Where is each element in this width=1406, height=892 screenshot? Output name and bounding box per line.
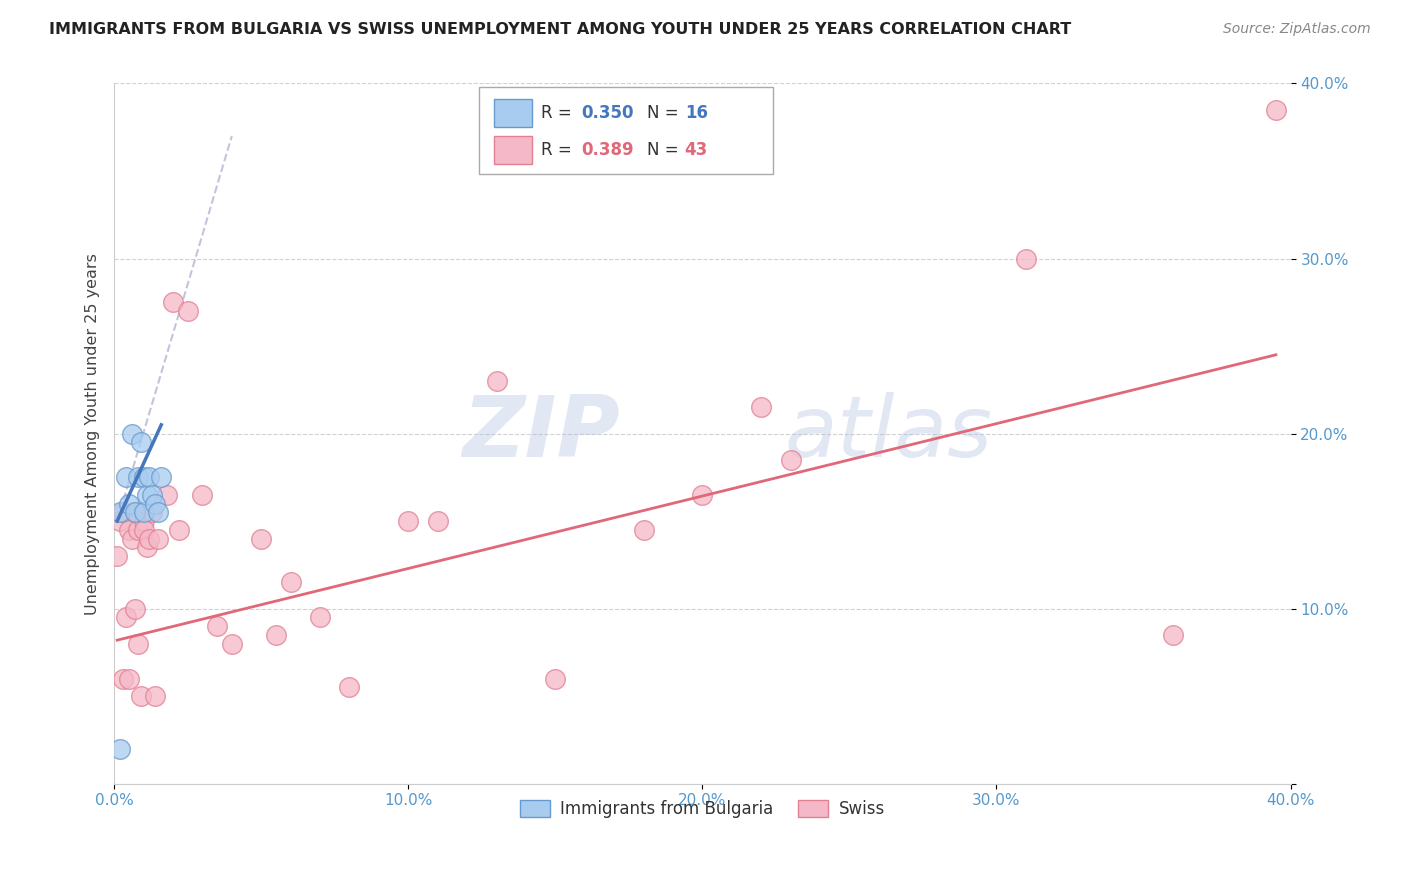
Y-axis label: Unemployment Among Youth under 25 years: Unemployment Among Youth under 25 years [86, 252, 100, 615]
Point [135, 488, 157, 502]
Point [779, 453, 801, 467]
Point [633, 523, 655, 537]
Text: 43: 43 [685, 141, 709, 159]
Point [118, 497, 141, 511]
Point [124, 505, 146, 519]
Point [150, 470, 173, 484]
Point [132, 470, 155, 484]
Point [426, 514, 449, 528]
Point [138, 470, 160, 484]
Text: ZIP: ZIP [463, 392, 620, 475]
Point [1161, 628, 1184, 642]
Point [121, 426, 143, 441]
Point [111, 672, 134, 686]
Point [138, 532, 160, 546]
Point [177, 304, 200, 318]
Point [105, 549, 128, 563]
Point [205, 619, 228, 633]
FancyBboxPatch shape [494, 99, 531, 127]
Point [1015, 252, 1038, 266]
Text: 0.389: 0.389 [581, 141, 634, 159]
Point [129, 689, 152, 703]
Point [118, 672, 141, 686]
Point [280, 575, 302, 590]
Point [544, 672, 567, 686]
Point [749, 401, 772, 415]
Point [167, 523, 190, 537]
Point [148, 532, 170, 546]
Text: 0.350: 0.350 [581, 103, 634, 122]
Point [108, 741, 131, 756]
Point [485, 374, 508, 388]
Point [127, 470, 149, 484]
Point [148, 505, 170, 519]
Legend: Immigrants from Bulgaria, Swiss: Immigrants from Bulgaria, Swiss [513, 793, 891, 824]
Point [121, 532, 143, 546]
Point [124, 505, 146, 519]
Point [111, 505, 134, 519]
Point [132, 505, 155, 519]
Point [135, 541, 157, 555]
Point [118, 523, 141, 537]
Text: N =: N = [647, 141, 683, 159]
Point [162, 295, 184, 310]
Point [115, 610, 138, 624]
Point [108, 514, 131, 528]
Point [221, 637, 243, 651]
Point [129, 435, 152, 450]
Point [127, 523, 149, 537]
FancyBboxPatch shape [479, 87, 773, 175]
Point [132, 523, 155, 537]
Point [132, 514, 155, 528]
Text: N =: N = [647, 103, 683, 122]
Point [124, 601, 146, 615]
Point [250, 532, 273, 546]
Point [145, 689, 167, 703]
Point [127, 637, 149, 651]
Text: atlas: atlas [785, 392, 993, 475]
Text: R =: R = [541, 103, 578, 122]
Text: Source: ZipAtlas.com: Source: ZipAtlas.com [1223, 22, 1371, 37]
Point [191, 488, 214, 502]
Point [145, 497, 167, 511]
Point [692, 488, 714, 502]
Point [141, 488, 163, 502]
Point [156, 488, 179, 502]
Text: R =: R = [541, 141, 578, 159]
Point [115, 470, 138, 484]
Point [141, 505, 163, 519]
Point [264, 628, 287, 642]
Point [396, 514, 419, 528]
FancyBboxPatch shape [494, 136, 531, 164]
Point [1264, 103, 1286, 117]
Point [339, 681, 361, 695]
Text: 16: 16 [685, 103, 707, 122]
Point [309, 610, 332, 624]
Text: IMMIGRANTS FROM BULGARIA VS SWISS UNEMPLOYMENT AMONG YOUTH UNDER 25 YEARS CORREL: IMMIGRANTS FROM BULGARIA VS SWISS UNEMPL… [49, 22, 1071, 37]
Point [108, 505, 131, 519]
